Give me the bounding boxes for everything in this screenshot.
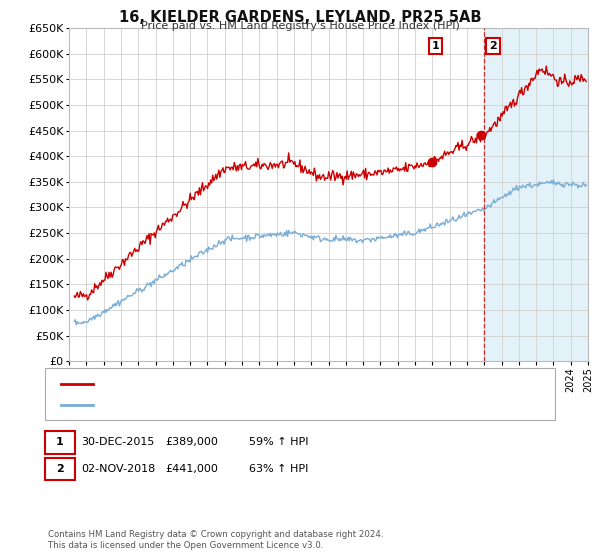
Text: 2: 2 bbox=[56, 464, 64, 474]
Text: Price paid vs. HM Land Registry's House Price Index (HPI): Price paid vs. HM Land Registry's House … bbox=[140, 21, 460, 31]
Bar bbox=[484, 28, 588, 361]
Text: 2: 2 bbox=[489, 41, 497, 51]
Text: 1: 1 bbox=[56, 437, 64, 447]
Text: HPI: Average price, detached house, Chorley: HPI: Average price, detached house, Chor… bbox=[97, 400, 331, 410]
Text: This data is licensed under the Open Government Licence v3.0.: This data is licensed under the Open Gov… bbox=[48, 541, 323, 550]
Text: 63% ↑ HPI: 63% ↑ HPI bbox=[249, 464, 308, 474]
Text: £441,000: £441,000 bbox=[165, 464, 218, 474]
Text: 16, KIELDER GARDENS, LEYLAND, PR25 5AB: 16, KIELDER GARDENS, LEYLAND, PR25 5AB bbox=[119, 10, 481, 25]
Text: 02-NOV-2018: 02-NOV-2018 bbox=[81, 464, 155, 474]
Text: 59% ↑ HPI: 59% ↑ HPI bbox=[249, 437, 308, 447]
Text: 16, KIELDER GARDENS, LEYLAND, PR25 5AB (detached house): 16, KIELDER GARDENS, LEYLAND, PR25 5AB (… bbox=[97, 379, 421, 389]
Text: 30-DEC-2015: 30-DEC-2015 bbox=[81, 437, 154, 447]
Text: Contains HM Land Registry data © Crown copyright and database right 2024.: Contains HM Land Registry data © Crown c… bbox=[48, 530, 383, 539]
Text: £389,000: £389,000 bbox=[165, 437, 218, 447]
Text: 1: 1 bbox=[432, 41, 440, 51]
